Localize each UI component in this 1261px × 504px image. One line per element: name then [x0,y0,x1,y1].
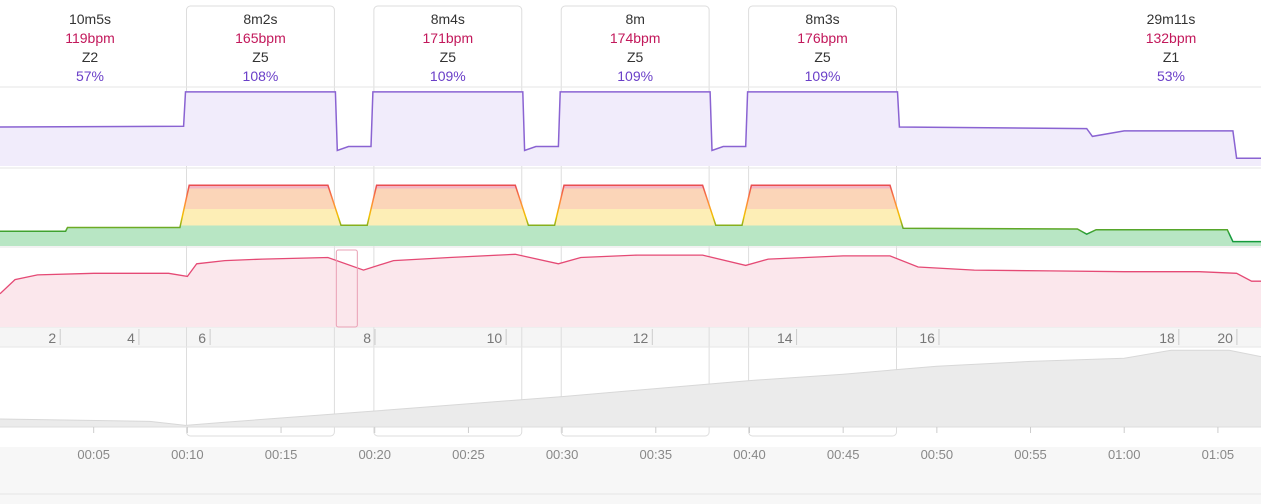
distance-tick-label: 20 [1217,330,1233,346]
lap-duration: 8m3s [805,11,839,27]
distance-tick-label: 12 [633,330,649,346]
lap-heart-rate: 174bpm [610,30,661,46]
lap-zone: Z1 [1163,49,1180,65]
zone-area [0,185,1261,246]
time-tick-label: 00:40 [733,447,766,462]
lap-duration: 8m [625,11,644,27]
lap-power-percent: 53% [1157,68,1185,84]
lap-heart-rate: 176bpm [797,30,848,46]
time-tick-label: 00:15 [265,447,298,462]
lap-duration: 8m4s [431,11,465,27]
time-tick-label: 00:50 [921,447,954,462]
elevation-line [0,349,1261,426]
time-tick-label: 00:55 [1014,447,1047,462]
distance-tick-label: 2 [48,330,56,346]
time-tick-label: 00:25 [452,447,485,462]
distance-tick-label: 10 [487,330,503,346]
distance-tick-label: 6 [198,330,206,346]
lap-heart-rate: 119bpm [65,30,115,46]
lap-zone: Z5 [440,49,457,65]
time-tick-label: 00:10 [171,447,204,462]
time-tick-label: 01:00 [1108,447,1141,462]
lap-power-percent: 108% [243,68,279,84]
zone-line [0,184,1261,243]
lap-zone: Z2 [82,49,99,65]
distance-tick-label: 16 [919,330,935,346]
lap-zone: Z5 [814,49,831,65]
distance-strip [0,327,1261,347]
lap-zone: Z5 [627,49,644,65]
lap-power-percent: 109% [805,68,841,84]
lap-duration: 8m2s [243,11,277,27]
distance-tick-label: 8 [363,330,371,346]
time-tick-label: 00:05 [77,447,110,462]
power-line [0,91,1261,159]
selection-marker [335,249,358,328]
time-tick-label: 00:30 [546,447,579,462]
lap-heart-rate: 165bpm [235,30,286,46]
lap-heart-rate: 132bpm [1146,30,1197,46]
distance-tick-label: 4 [127,330,135,346]
time-tick-label: 01:05 [1202,447,1235,462]
lap-duration: 10m5s [69,11,111,27]
distance-tick-label: 14 [777,330,793,346]
time-tick-label: 00:35 [640,447,673,462]
time-tick-label: 00:20 [358,447,391,462]
lap-duration: 29m11s [1147,11,1196,27]
hr-area [0,254,1261,327]
lap-power-percent: 109% [430,68,466,84]
lap-power-percent: 57% [76,68,104,84]
lap-heart-rate: 171bpm [423,30,474,46]
hr-line [0,253,1261,295]
power-area [0,91,1261,166]
elevation-area [0,350,1261,427]
time-tick-label: 00:45 [827,447,860,462]
lap-power-percent: 109% [617,68,653,84]
distance-tick-label: 18 [1159,330,1175,346]
lap-zone: Z5 [252,49,269,65]
